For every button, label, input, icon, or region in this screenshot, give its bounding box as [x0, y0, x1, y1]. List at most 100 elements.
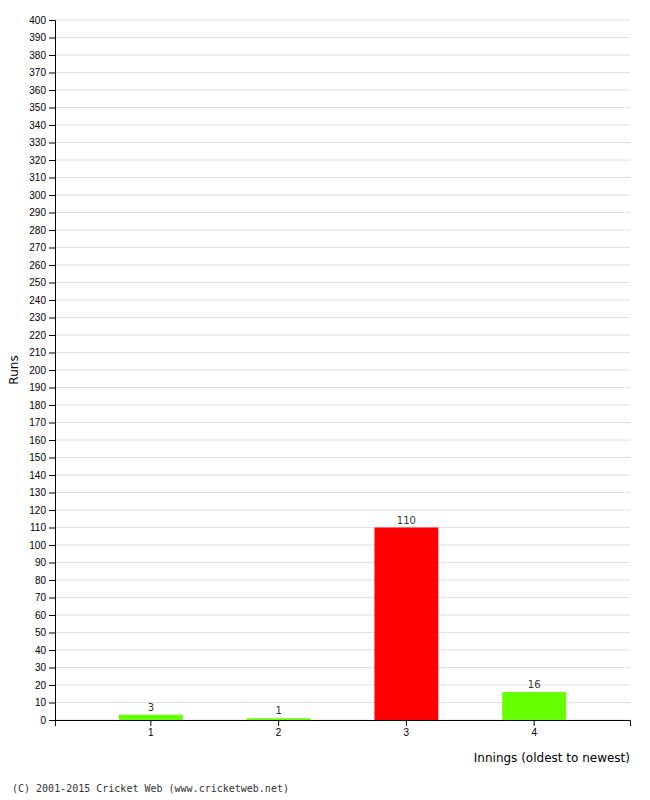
grid-line	[55, 510, 630, 511]
tick-label: 230	[29, 312, 46, 323]
tick-label: 30	[35, 662, 47, 673]
tick-label: 270	[29, 242, 46, 253]
y-tick: 380	[29, 50, 55, 61]
tick-mark	[49, 685, 55, 686]
y-tick: 200	[29, 365, 55, 376]
tick-label: 40	[35, 645, 47, 656]
tick-mark	[49, 598, 55, 599]
tick-mark	[49, 20, 55, 21]
tick-mark	[49, 458, 55, 459]
grid-line	[55, 195, 630, 196]
tick-mark	[49, 230, 55, 231]
plot: 1234010203040506070809010011012013014015…	[29, 15, 630, 738]
grid-line	[55, 55, 630, 56]
y-tick: 400	[29, 15, 55, 26]
grid-line	[55, 492, 630, 493]
bar	[119, 715, 183, 720]
tick-mark	[49, 213, 55, 214]
grid-line	[55, 265, 630, 266]
y-tick: 250	[29, 277, 55, 288]
tick-mark	[49, 73, 55, 74]
chart: 1234010203040506070809010011012013014015…	[0, 0, 650, 800]
data-labels: 3111016	[148, 515, 541, 717]
tick-label: 330	[29, 137, 46, 148]
tick-label: 220	[29, 330, 46, 341]
grid-line	[55, 545, 630, 546]
x-tick: 4	[531, 720, 537, 738]
tick-label: 160	[29, 435, 46, 446]
y-tick: 330	[29, 137, 55, 148]
grid-line	[55, 370, 630, 371]
y-tick: 370	[29, 67, 55, 78]
grid-line	[55, 107, 630, 108]
tick-label: 10	[35, 697, 47, 708]
grid-line	[55, 317, 630, 318]
grid-line	[55, 685, 630, 686]
grid-line	[55, 405, 630, 406]
tick-mark	[49, 318, 55, 319]
grid-line	[55, 440, 630, 441]
tick-label: 380	[29, 50, 46, 61]
tick-label: 70	[35, 592, 47, 603]
tick-mark	[49, 248, 55, 249]
grid-line	[55, 142, 630, 143]
tick-label: 390	[29, 32, 46, 43]
grid-line	[55, 597, 630, 598]
y-tick: 210	[29, 347, 55, 358]
y-tick: 390	[29, 32, 55, 43]
data-label: 110	[397, 515, 416, 526]
x-tick: 3	[404, 720, 410, 738]
tick-mark	[49, 440, 55, 441]
grid-line	[55, 37, 630, 38]
tick-mark	[49, 335, 55, 336]
tick-label: 250	[29, 277, 46, 288]
grid-line	[55, 475, 630, 476]
y-tick: 40	[35, 645, 55, 656]
y-tick: 280	[29, 225, 55, 236]
tick-label: 0	[40, 715, 46, 726]
data-label: 3	[148, 702, 154, 713]
tick-label: 150	[29, 452, 46, 463]
y-tick: 180	[29, 400, 55, 411]
tick-label: 190	[29, 382, 46, 393]
y-tick: 120	[29, 505, 55, 516]
grid-line	[55, 282, 630, 283]
tick-label: 140	[29, 470, 46, 481]
tick-label: 120	[29, 505, 46, 516]
y-tick: 220	[29, 330, 55, 341]
grid-line	[55, 615, 630, 616]
grid-line	[55, 160, 630, 161]
tick-mark	[49, 650, 55, 651]
tick-label: 60	[35, 610, 47, 621]
tick-mark	[49, 178, 55, 179]
grid	[55, 20, 630, 720]
y-axis-title: Runs	[7, 355, 21, 384]
tick-label: 280	[29, 225, 46, 236]
tick-label: 340	[29, 120, 46, 131]
tick-label: 3	[404, 727, 410, 738]
tick-label: 4	[531, 727, 537, 738]
grid-line	[55, 72, 630, 73]
grid-line	[55, 562, 630, 563]
tick-label: 1	[148, 727, 154, 738]
tick-mark	[49, 545, 55, 546]
tick-label: 310	[29, 172, 46, 183]
grid-line	[55, 422, 630, 423]
tick-label: 80	[35, 575, 47, 586]
tick-label: 180	[29, 400, 46, 411]
y-tick: 320	[29, 155, 55, 166]
y-tick: 340	[29, 120, 55, 131]
y-tick: 90	[35, 557, 55, 568]
tick-mark	[49, 423, 55, 424]
tick-mark	[49, 90, 55, 91]
grid-line	[55, 177, 630, 178]
grid-line	[55, 300, 630, 301]
grid-line	[55, 650, 630, 651]
tick-label: 210	[29, 347, 46, 358]
y-tick: 290	[29, 207, 55, 218]
axis-line	[56, 721, 631, 727]
tick-label: 320	[29, 155, 46, 166]
tick-mark	[49, 353, 55, 354]
tick-mark	[49, 580, 55, 581]
grid-line	[55, 580, 630, 581]
